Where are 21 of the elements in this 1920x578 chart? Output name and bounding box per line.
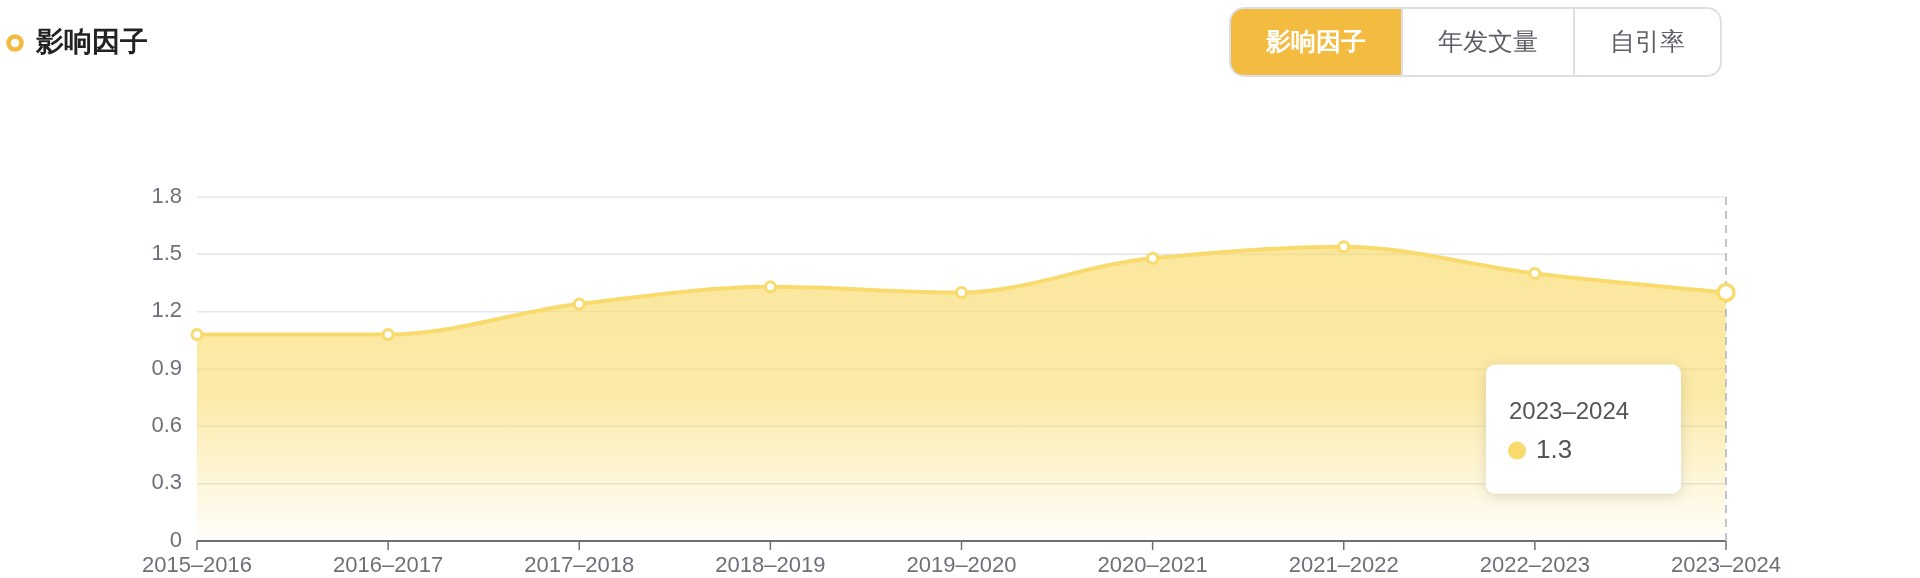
x-tick-label: 2019–2020 xyxy=(906,551,1017,577)
x-tick-label: 2015–2016 xyxy=(141,551,253,577)
x-tick-label: 2017–2018 xyxy=(524,551,635,577)
y-tick-label: 1.8 xyxy=(151,182,182,208)
x-tick-label: 2022–2023 xyxy=(1479,551,1590,577)
y-tick-label: 1.2 xyxy=(151,297,182,323)
x-tick-label: 2023–2024 xyxy=(1670,551,1782,577)
tooltip: 2023–2024 1.3 xyxy=(1486,364,1681,494)
x-tick-label: 2020–2021 xyxy=(1097,551,1208,577)
y-tick-label: 0.3 xyxy=(151,469,182,495)
x-tick-label: 2018–2019 xyxy=(715,551,826,577)
tabs: 影响因子 年发文量 自引率 xyxy=(1229,7,1722,77)
y-tick-label: 0.6 xyxy=(151,412,182,438)
x-tick-label: 2016–2017 xyxy=(333,551,444,577)
x-tick-label: 2021–2022 xyxy=(1288,551,1399,577)
y-tick-label: 0.9 xyxy=(151,354,182,380)
chart-title: 影响因子 xyxy=(35,26,148,58)
y-tick-label: 0 xyxy=(169,526,182,552)
y-tick-label: 1.5 xyxy=(151,240,182,266)
annotation: 2023–2024 xyxy=(1509,396,1630,424)
annotation: 1.3 xyxy=(1536,434,1573,465)
